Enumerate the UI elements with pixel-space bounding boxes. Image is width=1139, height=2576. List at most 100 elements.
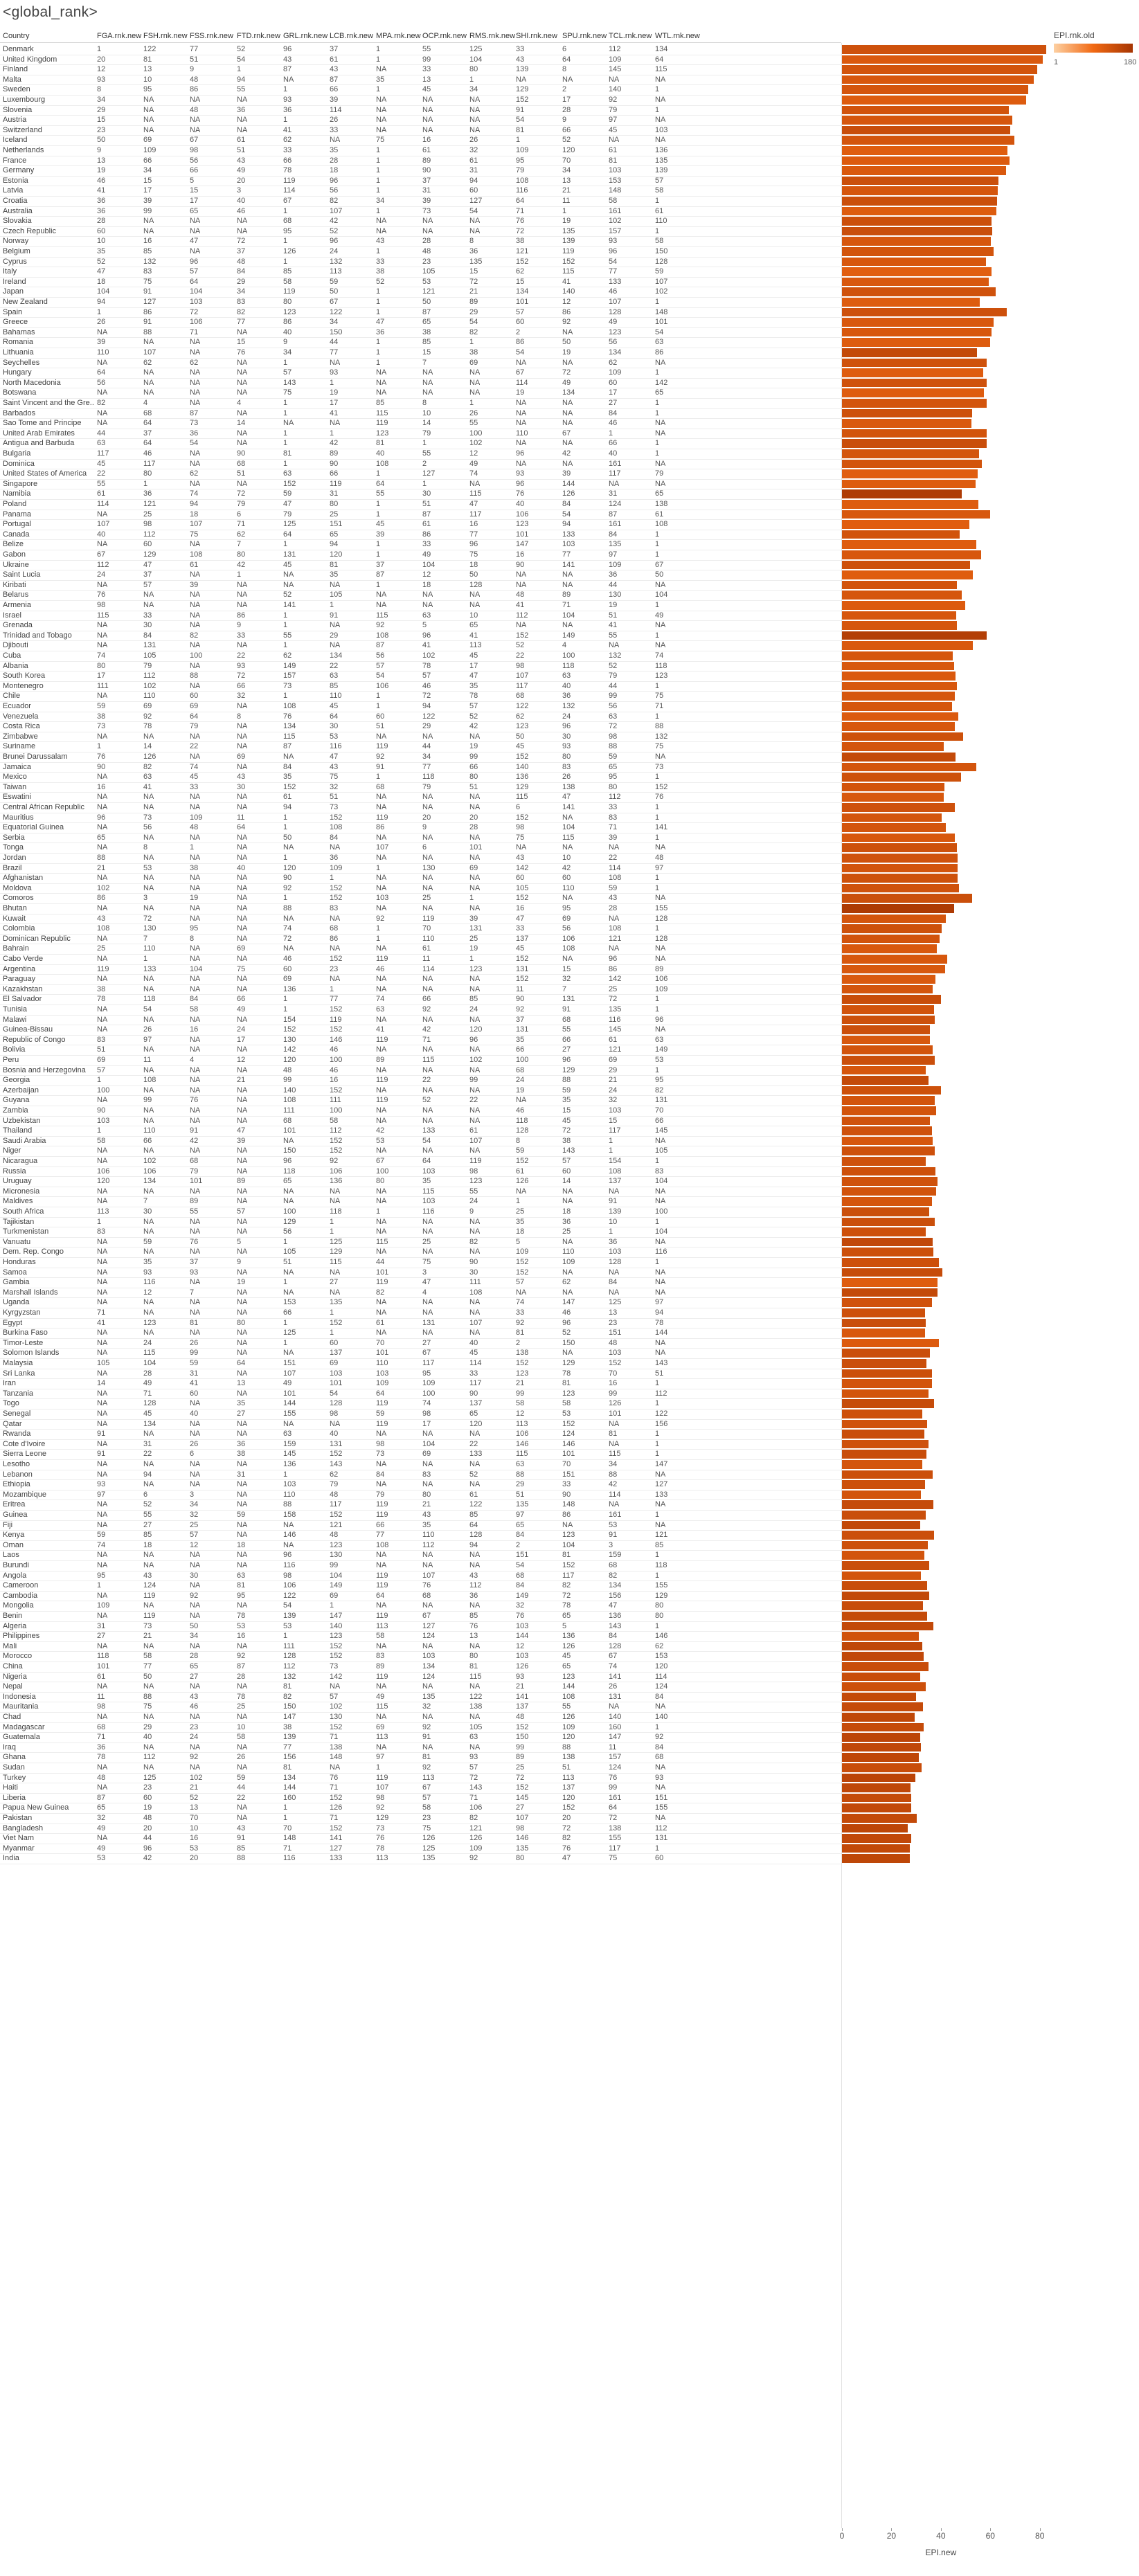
- rank-cell: 23: [422, 1814, 431, 1822]
- rank-cell: NA: [422, 1480, 433, 1488]
- rank-cell: 86: [143, 308, 152, 316]
- rank-cell: NA: [655, 1702, 665, 1711]
- rank-cell: NA: [143, 368, 154, 377]
- rank-cell: NA: [190, 540, 200, 548]
- rank-cell: 1: [283, 1470, 287, 1479]
- rank-cell: 39: [562, 469, 571, 478]
- rank-cell: 44: [237, 1783, 245, 1792]
- rank-cell: 114: [609, 864, 621, 872]
- rank-cell: 75: [143, 1702, 152, 1711]
- rank-cell: 47: [330, 753, 338, 761]
- epi-bar: [842, 762, 976, 772]
- rank-cell: NA: [469, 480, 480, 488]
- rank-cell: 87: [190, 409, 198, 417]
- epi-bar: [842, 964, 945, 974]
- rank-cell: 8: [190, 935, 194, 943]
- rank-cell: 109: [190, 813, 202, 822]
- rank-cell: 80: [516, 1854, 524, 1862]
- rank-cell: 80: [330, 500, 338, 508]
- rank-cell: 142: [609, 975, 621, 983]
- rank-cell: 79: [237, 500, 245, 508]
- rank-cell: 34: [376, 197, 384, 205]
- rank-cell: 120: [469, 1025, 482, 1034]
- rank-cell: 1: [655, 409, 659, 417]
- rank-cell: 94: [143, 1470, 152, 1479]
- rank-cell: 54: [469, 207, 478, 215]
- rank-cell: 64: [190, 278, 198, 286]
- epi-bar: [842, 601, 965, 610]
- rank-cell: 112: [655, 1389, 667, 1398]
- rank-cell: 107: [97, 520, 109, 528]
- rank-cell: 8: [97, 85, 101, 93]
- rank-cell: 38: [422, 328, 431, 336]
- rank-cell: 31: [143, 1440, 152, 1448]
- rank-cell: NA: [469, 126, 480, 134]
- rank-cell: 1: [609, 429, 613, 438]
- rank-cell: 22: [330, 662, 338, 670]
- rank-cell: 1: [655, 298, 659, 306]
- rank-cell: NA: [562, 1187, 573, 1196]
- rank-cell: 152: [562, 1420, 575, 1428]
- rank-cell: 64: [190, 712, 198, 721]
- rank-cell: NA: [376, 227, 386, 235]
- rank-cell: NA: [469, 793, 480, 801]
- rank-cell: 144: [516, 1632, 528, 1640]
- rank-cell: 1: [143, 480, 147, 488]
- rank-cell: 18: [237, 1541, 245, 1549]
- rank-cell: 61: [469, 156, 478, 165]
- epi-bar: [842, 1349, 931, 1358]
- rank-cell: NA: [283, 419, 294, 427]
- rank-cell: NA: [190, 975, 200, 983]
- country-name: Trinidad and Tobago: [3, 631, 107, 640]
- rank-cell: NA: [143, 1328, 154, 1337]
- rank-cell: 45: [190, 773, 198, 781]
- rank-cell: 81: [609, 1430, 617, 1438]
- rank-cell: NA: [422, 1016, 433, 1024]
- rank-cell: 75: [609, 1854, 617, 1862]
- rank-cell: 52: [562, 1328, 571, 1337]
- rank-cell: 99: [469, 753, 478, 761]
- rank-cell: NA: [330, 1187, 340, 1196]
- rank-cell: 112: [422, 1541, 435, 1549]
- chart-title: <global_rank>: [3, 4, 98, 21]
- rank-cell: 108: [562, 1693, 575, 1701]
- rank-cell: 154: [609, 1157, 621, 1165]
- rank-cell: NA: [237, 1298, 247, 1306]
- rank-cell: 77: [143, 1662, 152, 1670]
- rank-cell: NA: [143, 1298, 154, 1306]
- table-row: Turkmenistan 83 NA NA NA 56 1 NA NA NA 18 25 1 104: [0, 1227, 926, 1238]
- rank-cell: 101: [330, 1379, 342, 1387]
- rank-cell: 19: [562, 217, 571, 225]
- rank-cell: NA: [469, 1227, 480, 1236]
- rank-cell: 26: [237, 1753, 245, 1761]
- rank-cell: 86: [330, 935, 338, 943]
- epi-bar: [842, 975, 935, 984]
- rank-cell: 122: [516, 702, 528, 710]
- epi-bar: [842, 1561, 929, 1570]
- rank-cell: 16: [190, 1025, 198, 1034]
- rank-cell: NA: [237, 1308, 247, 1317]
- rank-cell: NA: [283, 1349, 294, 1357]
- rank-cell: 119: [469, 1157, 482, 1165]
- rank-cell: 59: [562, 1086, 571, 1095]
- rank-cell: 112: [469, 1581, 482, 1589]
- rank-cell: 67: [655, 561, 663, 569]
- rank-cell: 46: [376, 965, 384, 973]
- epi-bar: [842, 1167, 935, 1176]
- rank-cell: 1: [655, 1844, 659, 1853]
- rank-cell: 79: [190, 722, 198, 730]
- rank-cell: NA: [283, 1521, 294, 1529]
- rank-cell: 81: [283, 1682, 292, 1691]
- rank-cell: 119: [376, 955, 388, 963]
- rank-cell: 115: [283, 732, 296, 741]
- rank-cell: 147: [609, 1733, 621, 1741]
- rank-cell: NA: [422, 985, 433, 993]
- rank-cell: 128: [655, 258, 667, 266]
- rank-cell: 21: [516, 1379, 524, 1387]
- rank-cell: 114: [422, 965, 435, 973]
- rank-cell: NA: [190, 1713, 200, 1721]
- rank-cell: 84: [655, 1743, 663, 1751]
- country-name: Zambia: [3, 1106, 107, 1115]
- rank-cell: 161: [609, 207, 621, 215]
- rank-cell: 121: [655, 1531, 667, 1539]
